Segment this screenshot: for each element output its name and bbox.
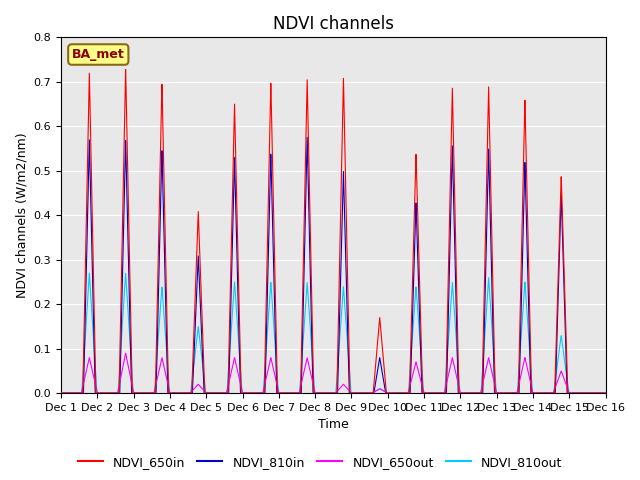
Legend: NDVI_650in, NDVI_810in, NDVI_650out, NDVI_810out: NDVI_650in, NDVI_810in, NDVI_650out, NDV… (72, 451, 568, 474)
Text: BA_met: BA_met (72, 48, 125, 61)
X-axis label: Time: Time (318, 419, 349, 432)
Title: NDVI channels: NDVI channels (273, 15, 394, 33)
Y-axis label: NDVI channels (W/m2/nm): NDVI channels (W/m2/nm) (15, 132, 28, 298)
